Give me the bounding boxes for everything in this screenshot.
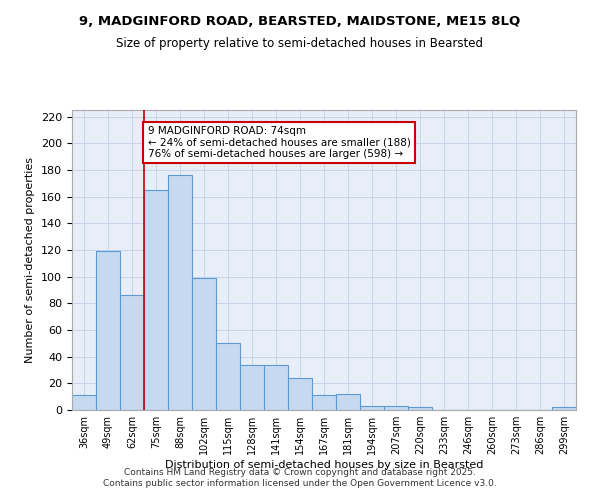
Bar [192, 278, 216, 410]
X-axis label: Distribution of semi-detached houses by size in Bearsted: Distribution of semi-detached houses by … [165, 460, 483, 470]
Bar [144, 190, 168, 410]
Text: 9, MADGINFORD ROAD, BEARSTED, MAIDSTONE, ME15 8LQ: 9, MADGINFORD ROAD, BEARSTED, MAIDSTONE,… [79, 15, 521, 28]
Bar [216, 344, 240, 410]
Bar [240, 364, 264, 410]
Bar [120, 296, 144, 410]
Bar [336, 394, 360, 410]
Bar [264, 364, 288, 410]
Bar [96, 252, 120, 410]
Bar [384, 406, 408, 410]
Bar [72, 396, 96, 410]
Text: Size of property relative to semi-detached houses in Bearsted: Size of property relative to semi-detach… [116, 38, 484, 51]
Bar [168, 176, 192, 410]
Bar [312, 396, 336, 410]
Bar [408, 408, 432, 410]
Y-axis label: Number of semi-detached properties: Number of semi-detached properties [25, 157, 35, 363]
Bar [288, 378, 312, 410]
Text: Contains HM Land Registry data © Crown copyright and database right 2025.
Contai: Contains HM Land Registry data © Crown c… [103, 468, 497, 487]
Bar [360, 406, 384, 410]
Text: 9 MADGINFORD ROAD: 74sqm
← 24% of semi-detached houses are smaller (188)
76% of : 9 MADGINFORD ROAD: 74sqm ← 24% of semi-d… [148, 126, 410, 159]
Bar [552, 408, 576, 410]
